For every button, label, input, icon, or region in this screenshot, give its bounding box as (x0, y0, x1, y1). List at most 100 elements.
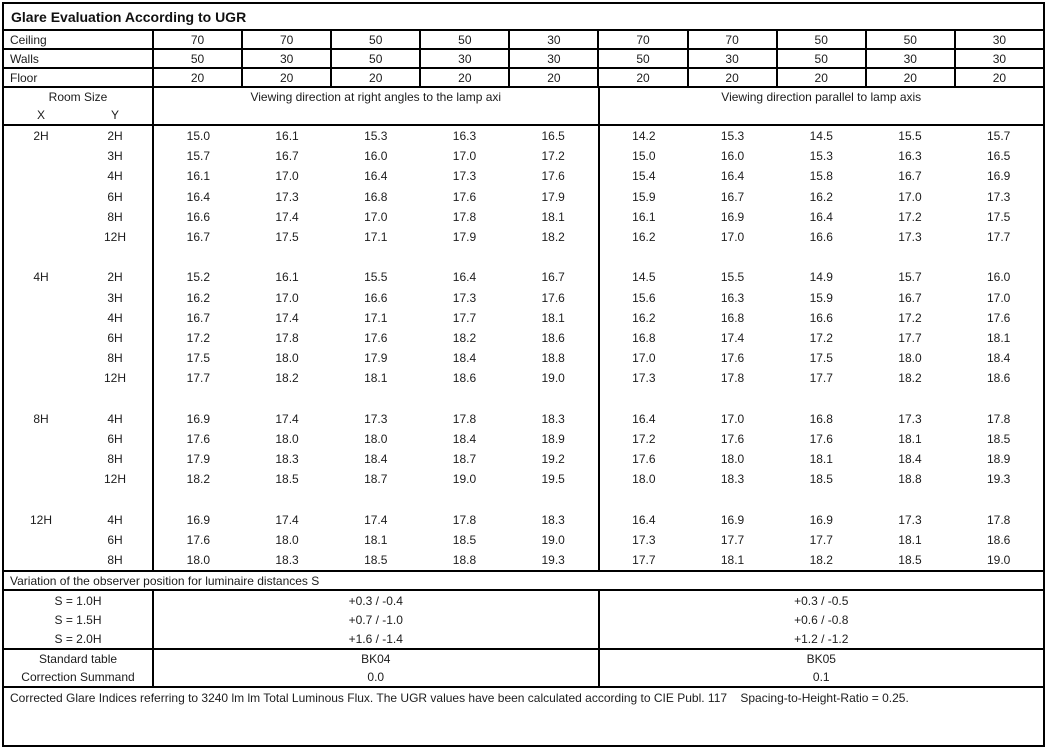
ugr-right-angles-half: 17.5 18.0 17.9 18.4 18.8 (152, 348, 598, 369)
ugr-value-cell: 16.1 (275, 129, 299, 144)
ugr-x-label (4, 308, 78, 328)
ugr-value-cell: 16.7 (898, 290, 922, 305)
ugr-value-cell: 17.0 (275, 290, 299, 305)
ugr-value-cell: 17.6 (720, 431, 745, 446)
ugr-x-label: 2H (33, 129, 49, 144)
surface-value-cell: 50 (330, 50, 419, 67)
ugr-value-cell: 18.1 (364, 371, 388, 386)
variation-row-label: S = 1.0H (54, 593, 102, 608)
ugr-value-cell: 17.7 (898, 330, 922, 345)
ugr-parallel-half: 16.4 17.0 16.8 17.3 17.8 (597, 408, 1044, 429)
ugr-value-cell: 19.3 (541, 553, 565, 568)
ugr-value-cell: 16.5 (541, 129, 565, 144)
ugr-right-angles-half: 16.9 17.4 17.4 17.8 18.3 (152, 509, 598, 530)
surface-value-cell: 50 (152, 50, 241, 67)
ugr-parallel-half: 15.4 16.4 15.8 16.7 16.9 (597, 166, 1044, 187)
ugr-right-angles-half: 17.6 18.0 18.0 18.4 18.9 (152, 428, 598, 449)
ugr-value-cell: 17.3 (452, 290, 477, 305)
room-size-y-label: Y (110, 108, 119, 122)
ugr-value-cell: 17.3 (452, 169, 477, 184)
page-title: Glare Evaluation According to UGR (4, 4, 1043, 31)
ugr-value-cell (777, 388, 866, 408)
ugr-value-cell (954, 388, 1043, 408)
correction-summand-right-value: 0.1 (597, 667, 1044, 686)
ugr-value-cell: 17.7 (986, 230, 1011, 245)
surface-value-cell: 70 (241, 31, 330, 48)
ugr-row: 8H 18.0 18.3 18.5 18.8 19.3 17.7 18.1 18.2 18.5 19… (4, 549, 1043, 571)
ugr-value-cell: 18.8 (898, 472, 922, 487)
surface-value-cell: 30 (241, 50, 330, 67)
ugr-value-cell: 18.2 (541, 230, 565, 245)
ugr-x-label: 4H (33, 270, 49, 285)
ugr-y-label (78, 388, 152, 408)
ugr-value-cell: 17.0 (452, 149, 477, 164)
ugr-value-cell: 14.5 (632, 270, 656, 285)
ugr-value-cell (600, 247, 689, 267)
ugr-right-angles-half: 15.0 16.1 15.3 16.3 16.5 (152, 126, 598, 147)
ugr-row: 12H 18.2 18.5 18.7 19.0 19.5 18.0 18.3 18.5 18.8 1… (4, 469, 1043, 490)
ugr-value-cell: 18.9 (986, 452, 1011, 467)
ugr-value-cell: 18.1 (898, 431, 922, 446)
ugr-value-cell: 18.4 (986, 351, 1011, 366)
ugr-right-angles-half: 18.2 18.5 18.7 19.0 19.5 (152, 469, 598, 490)
surface-value-cell: 20 (775, 69, 865, 86)
ugr-row: 6H 16.4 17.3 16.8 17.6 17.9 15.9 16.7 16.2 17.0 17… (4, 186, 1043, 207)
ugr-value-cell: 18.3 (275, 452, 299, 467)
ugr-value-cell (420, 388, 509, 408)
ugr-right-angles-half (152, 247, 598, 268)
ugr-value-cell: 17.6 (986, 310, 1011, 325)
variation-row-label: S = 1.5H (54, 612, 102, 627)
ugr-value-cell: 16.9 (809, 512, 833, 527)
ugr-value-cell: 17.0 (720, 230, 745, 245)
surface-value-cell: 70 (152, 31, 241, 48)
ugr-x-label (4, 166, 78, 186)
ugr-row: 4H 16.1 17.0 16.4 17.3 17.6 15.4 16.4 15.8 16.7 16… (4, 166, 1044, 187)
ugr-value-cell: 17.0 (898, 189, 922, 204)
ugr-data-area: 2H 2H 15.0 16.1 15.3 16.3 16.5 14.2 15.3 14.5 15.5… (4, 126, 1043, 572)
ugr-value-cell: 19.2 (541, 452, 565, 467)
ugr-y-label: 6H (107, 431, 123, 446)
ugr-right-angles-half (152, 388, 598, 409)
ugr-y-label: 6H (107, 330, 123, 345)
ugr-value-cell: 18.3 (720, 472, 745, 487)
ugr-parallel-half: 17.6 18.0 18.1 18.4 18.9 (597, 449, 1044, 470)
ugr-value-cell: 17.7 (452, 310, 477, 325)
ugr-value-cell: 18.0 (632, 472, 656, 487)
surface-value-cell: 50 (330, 31, 419, 48)
ugr-value-cell: 17.6 (186, 532, 211, 547)
ugr-value-cell: 15.0 (632, 149, 656, 164)
ugr-value-cell: 16.2 (809, 189, 833, 204)
ugr-value-cell: 16.4 (632, 411, 656, 426)
ugr-value-cell: 15.6 (632, 290, 656, 305)
ugr-value-cell: 16.9 (720, 512, 745, 527)
ugr-right-angles-half: 16.7 17.4 17.1 17.7 18.1 (152, 307, 598, 328)
ugr-value-cell: 18.9 (541, 431, 565, 446)
ugr-value-cell: 16.3 (452, 129, 477, 144)
surface-value-cell: 20 (419, 69, 508, 86)
ugr-parallel-half: 17.0 17.6 17.5 18.0 18.4 (597, 348, 1044, 369)
room-size-xy: X Y (4, 106, 152, 124)
ugr-parallel-half: 16.8 17.4 17.2 17.7 18.1 (597, 327, 1044, 349)
ugr-parallel-half: 16.4 16.9 16.9 17.3 17.8 (597, 509, 1044, 530)
ugr-value-cell: 17.8 (452, 411, 477, 426)
standard-table-left-value: BK04 (152, 650, 598, 667)
ugr-parallel-half: 15.6 16.3 15.9 16.7 17.0 (597, 287, 1044, 308)
ugr-row: 3H 15.7 16.7 16.0 17.0 17.2 15.0 16.0 15.3 16.3 16… (4, 146, 1043, 167)
ugr-value-cell: 17.3 (898, 230, 922, 245)
ugr-value-cell: 16.7 (186, 310, 211, 325)
ugr-value-cell (420, 247, 509, 267)
ugr-value-cell: 17.1 (364, 230, 388, 245)
ugr-value-cell: 16.7 (541, 270, 565, 285)
surface-value-cell: 70 (597, 31, 686, 48)
ugr-right-angles-half: 16.2 17.0 16.6 17.3 17.6 (152, 287, 598, 308)
ugr-value-cell: 17.8 (986, 411, 1011, 426)
ugr-value-cell: 16.3 (720, 290, 745, 305)
ugr-value-cell: 16.6 (186, 209, 211, 224)
standard-table-row: Standard table BK04 BK05 (4, 648, 1043, 667)
ugr-value-cell: 17.8 (986, 512, 1011, 527)
ugr-value-cell: 17.8 (275, 330, 299, 345)
ugr-row: 6H 17.6 18.0 18.0 18.4 18.9 17.2 17.6 17.6 18.1 18… (4, 428, 1043, 449)
ugr-value-cell: 18.0 (364, 431, 388, 446)
ugr-x-label (4, 187, 78, 207)
ugr-row: 8H 17.5 18.0 17.9 18.4 18.8 17.0 17.6 17.5 18.0 18… (4, 348, 1044, 369)
